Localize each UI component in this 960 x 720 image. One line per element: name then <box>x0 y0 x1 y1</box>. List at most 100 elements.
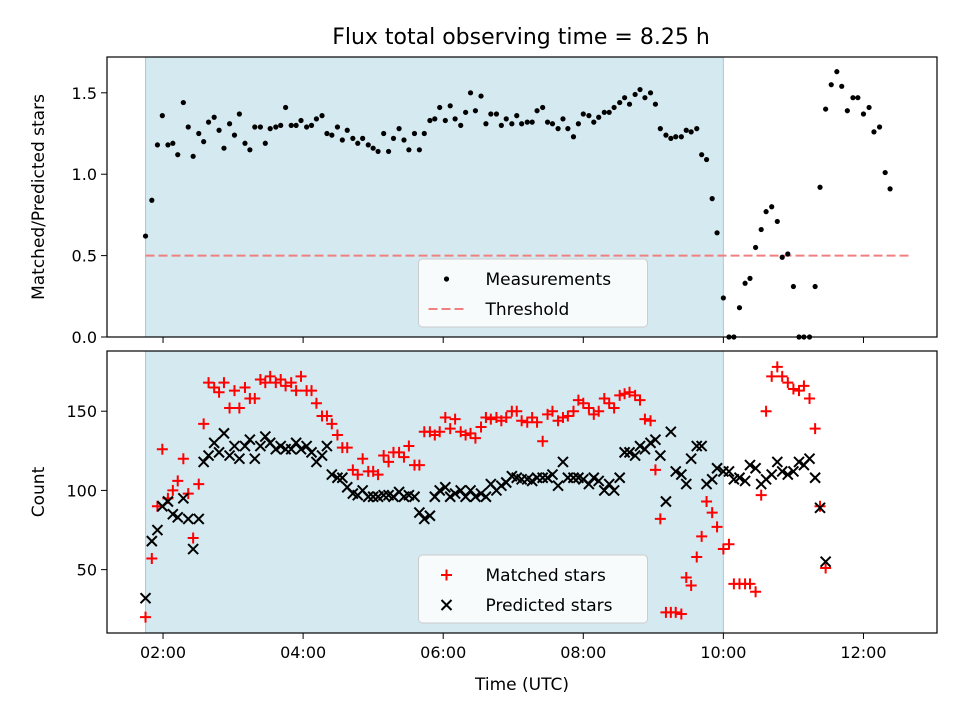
data-point <box>546 405 558 417</box>
data-point <box>769 204 775 210</box>
data-point <box>583 402 595 414</box>
data-point <box>262 140 268 146</box>
data-point <box>223 449 236 462</box>
data-point <box>787 465 800 478</box>
data-point <box>413 506 426 519</box>
data-point <box>562 410 574 422</box>
data-point <box>660 495 672 508</box>
data-point <box>285 443 297 455</box>
x-tick-label: 12:00 <box>840 643 886 662</box>
data-point <box>647 90 654 96</box>
data-point <box>429 491 441 503</box>
data-point <box>285 377 297 389</box>
data-point <box>475 421 487 433</box>
data-point <box>367 491 379 503</box>
data-point <box>434 426 446 438</box>
data-point <box>165 142 171 148</box>
data-point <box>331 429 343 441</box>
data-point <box>782 468 794 481</box>
data-point <box>280 380 292 392</box>
data-point <box>432 116 438 122</box>
data-point <box>552 479 564 492</box>
data-point <box>540 104 546 111</box>
data-point <box>560 116 566 122</box>
data-point <box>208 437 220 449</box>
data-point <box>313 116 320 122</box>
data-point <box>375 148 381 155</box>
data-point <box>151 524 164 536</box>
data-point <box>305 446 318 459</box>
data-point <box>809 423 821 435</box>
data-point <box>546 468 559 481</box>
data-point <box>596 114 602 120</box>
data-point <box>536 472 549 484</box>
data-point <box>509 121 515 127</box>
data-point <box>511 405 523 417</box>
data-point <box>326 418 338 430</box>
data-point <box>334 124 341 130</box>
data-point <box>844 108 850 114</box>
data-point <box>834 69 840 75</box>
data-point <box>673 134 679 140</box>
data-point <box>377 489 390 501</box>
data-point <box>828 82 834 88</box>
data-point <box>747 275 753 281</box>
data-point <box>177 492 190 505</box>
data-point <box>197 456 210 468</box>
legend-label: Measurements <box>486 270 612 290</box>
data-point <box>140 611 152 623</box>
data-point <box>347 464 359 476</box>
data-point <box>249 453 261 465</box>
data-point <box>421 130 427 137</box>
data-point <box>321 410 333 422</box>
data-point <box>172 475 184 487</box>
data-point <box>860 111 867 117</box>
data-point <box>549 121 556 127</box>
data-point <box>649 434 662 446</box>
data-point <box>300 440 313 452</box>
data-point <box>201 139 207 145</box>
x-tick-label: 04:00 <box>280 643 326 662</box>
data-point <box>598 484 611 497</box>
data-point <box>167 484 179 496</box>
data-point <box>537 435 549 447</box>
data-point <box>642 95 648 101</box>
data-point <box>449 487 461 500</box>
legend: Measurements Threshold <box>418 258 648 328</box>
data-point <box>239 440 251 452</box>
data-point <box>418 513 430 525</box>
data-point <box>365 142 371 148</box>
data-point <box>776 465 788 478</box>
data-point <box>233 453 246 465</box>
data-point <box>723 538 735 550</box>
data-point <box>701 496 713 508</box>
data-point <box>500 412 512 424</box>
data-point <box>469 491 482 503</box>
data-point <box>760 405 772 417</box>
count-panel: 02:00 04:00 06:00 08:00 10:00 12:00 50 100 150 Co… <box>29 350 938 695</box>
legend-label: Predicted stars <box>486 596 613 616</box>
data-point <box>488 111 494 117</box>
data-point <box>472 108 479 114</box>
data-point <box>228 385 240 397</box>
data-point <box>694 126 700 132</box>
y-tick-label: 150 <box>66 402 97 421</box>
chart-title: Flux total observing time = 8.25 h <box>332 25 710 50</box>
data-point <box>344 127 350 133</box>
data-point <box>516 415 528 427</box>
data-point <box>675 608 687 620</box>
data-point <box>619 388 631 400</box>
legend-label: Matched stars <box>486 566 606 586</box>
data-point <box>739 475 751 487</box>
data-point <box>817 184 823 190</box>
data-point <box>398 451 410 463</box>
data-point <box>458 122 464 128</box>
data-point <box>798 380 810 392</box>
data-point <box>755 489 767 501</box>
data-point <box>193 513 205 525</box>
data-point <box>372 469 384 481</box>
data-point <box>583 478 595 490</box>
data-point <box>455 484 467 497</box>
data-point <box>634 394 646 406</box>
data-point <box>139 592 152 604</box>
